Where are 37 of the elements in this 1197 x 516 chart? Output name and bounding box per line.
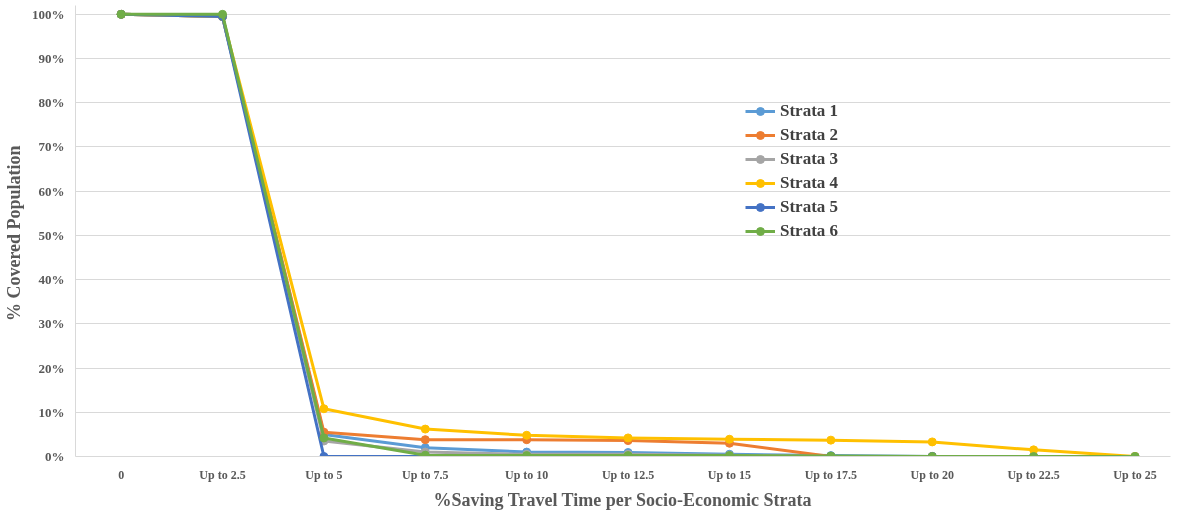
x-tick-label: Up to 7.5 [402, 467, 449, 482]
y-tick-label: 40% [38, 272, 65, 288]
x-axis-title: %Saving Travel Time per Socio-Economic Strata [433, 489, 812, 510]
x-tick-label: Up to 12.5 [601, 467, 655, 482]
y-tick-label: 80% [38, 95, 65, 111]
y-tick-label: 0% [45, 449, 65, 464]
x-tick-label: Up to 15 [707, 467, 752, 482]
y-tick-label: 60% [38, 183, 65, 199]
x-tick-label: Up to 10 [505, 467, 549, 482]
x-tick-label: Up to 5 [305, 467, 343, 482]
legend-label: Strata 2 [780, 125, 839, 145]
legend-label: Strata 4 [780, 173, 839, 193]
y-tick-label: 10% [38, 404, 65, 420]
x-tick-label: 0 [118, 467, 125, 482]
legend-label: Strata 6 [780, 221, 839, 241]
x-tick-label: Up to 20 [910, 467, 954, 482]
y-tick-label: 50% [38, 227, 65, 243]
y-tick-label: 90% [38, 51, 65, 67]
point [724, 434, 734, 444]
point [826, 435, 836, 445]
legend-label: Strata 1 [780, 101, 839, 121]
x-tick-label: Up to 22.5 [1007, 467, 1060, 482]
y-tick-label: 20% [38, 360, 65, 376]
point [420, 424, 430, 434]
y-tick-label: 100% [32, 6, 65, 22]
point [927, 437, 937, 447]
point [319, 404, 329, 414]
legend-label: Strata 3 [780, 149, 839, 169]
point [420, 435, 430, 445]
legend-label: Strata 5 [780, 197, 839, 217]
y-tick-label: 70% [38, 139, 65, 155]
x-tick-label: Up to 25 [1113, 467, 1157, 482]
point [522, 430, 532, 440]
x-tick-label: Up to 17.5 [804, 467, 858, 482]
y-tick-label: 30% [38, 316, 65, 332]
y-axis-title: % Covered Population [4, 145, 24, 322]
x-tick-label: Up to 2.5 [199, 467, 246, 482]
